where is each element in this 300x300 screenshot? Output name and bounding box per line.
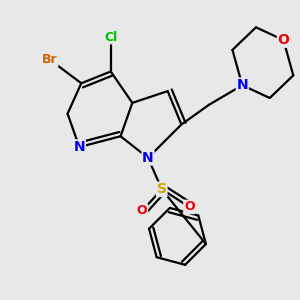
Text: N: N — [142, 151, 154, 165]
Text: S: S — [157, 182, 167, 196]
Text: N: N — [74, 140, 85, 154]
Text: Br: Br — [42, 53, 58, 66]
Text: Cl: Cl — [104, 31, 117, 44]
Text: O: O — [278, 33, 290, 47]
Text: O: O — [137, 204, 148, 218]
Text: O: O — [184, 200, 195, 213]
Text: N: N — [236, 78, 248, 92]
